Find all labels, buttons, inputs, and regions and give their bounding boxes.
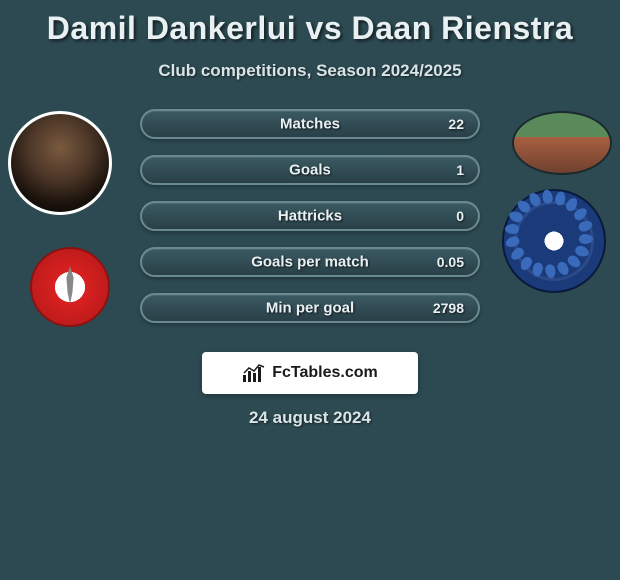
stat-bar: Hattricks 0: [140, 201, 480, 231]
date-label: 24 august 2024: [249, 408, 371, 428]
stats-bars: Matches 22 Goals 1 Hattricks 0 Goals per match…: [140, 109, 480, 339]
stat-value-right: 2798: [433, 300, 464, 316]
stat-label: Goals per match: [251, 254, 369, 271]
stat-bar: Goals per match 0.05: [140, 247, 480, 277]
club-left-badge: [30, 247, 110, 327]
subtitle: Club competitions, Season 2024/2025: [0, 61, 620, 81]
club-right-badge: [502, 189, 606, 293]
stat-value-right: 0.05: [437, 254, 464, 270]
stat-label: Hattricks: [278, 208, 342, 225]
stat-label: Min per goal: [266, 300, 354, 317]
stat-bar: Min per goal 2798: [140, 293, 480, 323]
player-right-avatar: [512, 111, 612, 175]
stat-bar: Matches 22: [140, 109, 480, 139]
chart-icon: [242, 363, 266, 383]
stat-label: Goals: [289, 162, 331, 179]
watermark-text: FcTables.com: [272, 364, 378, 382]
watermark: FcTables.com: [202, 352, 418, 394]
player-left-avatar: [8, 111, 112, 215]
stat-bar: Goals 1: [140, 155, 480, 185]
stat-value-right: 0: [456, 208, 464, 224]
stat-value-right: 1: [456, 162, 464, 178]
stat-value-right: 22: [448, 116, 464, 132]
page-title: Damil Dankerlui vs Daan Rienstra: [0, 0, 620, 47]
stat-label: Matches: [280, 116, 340, 133]
badge-decoration: [508, 195, 600, 287]
